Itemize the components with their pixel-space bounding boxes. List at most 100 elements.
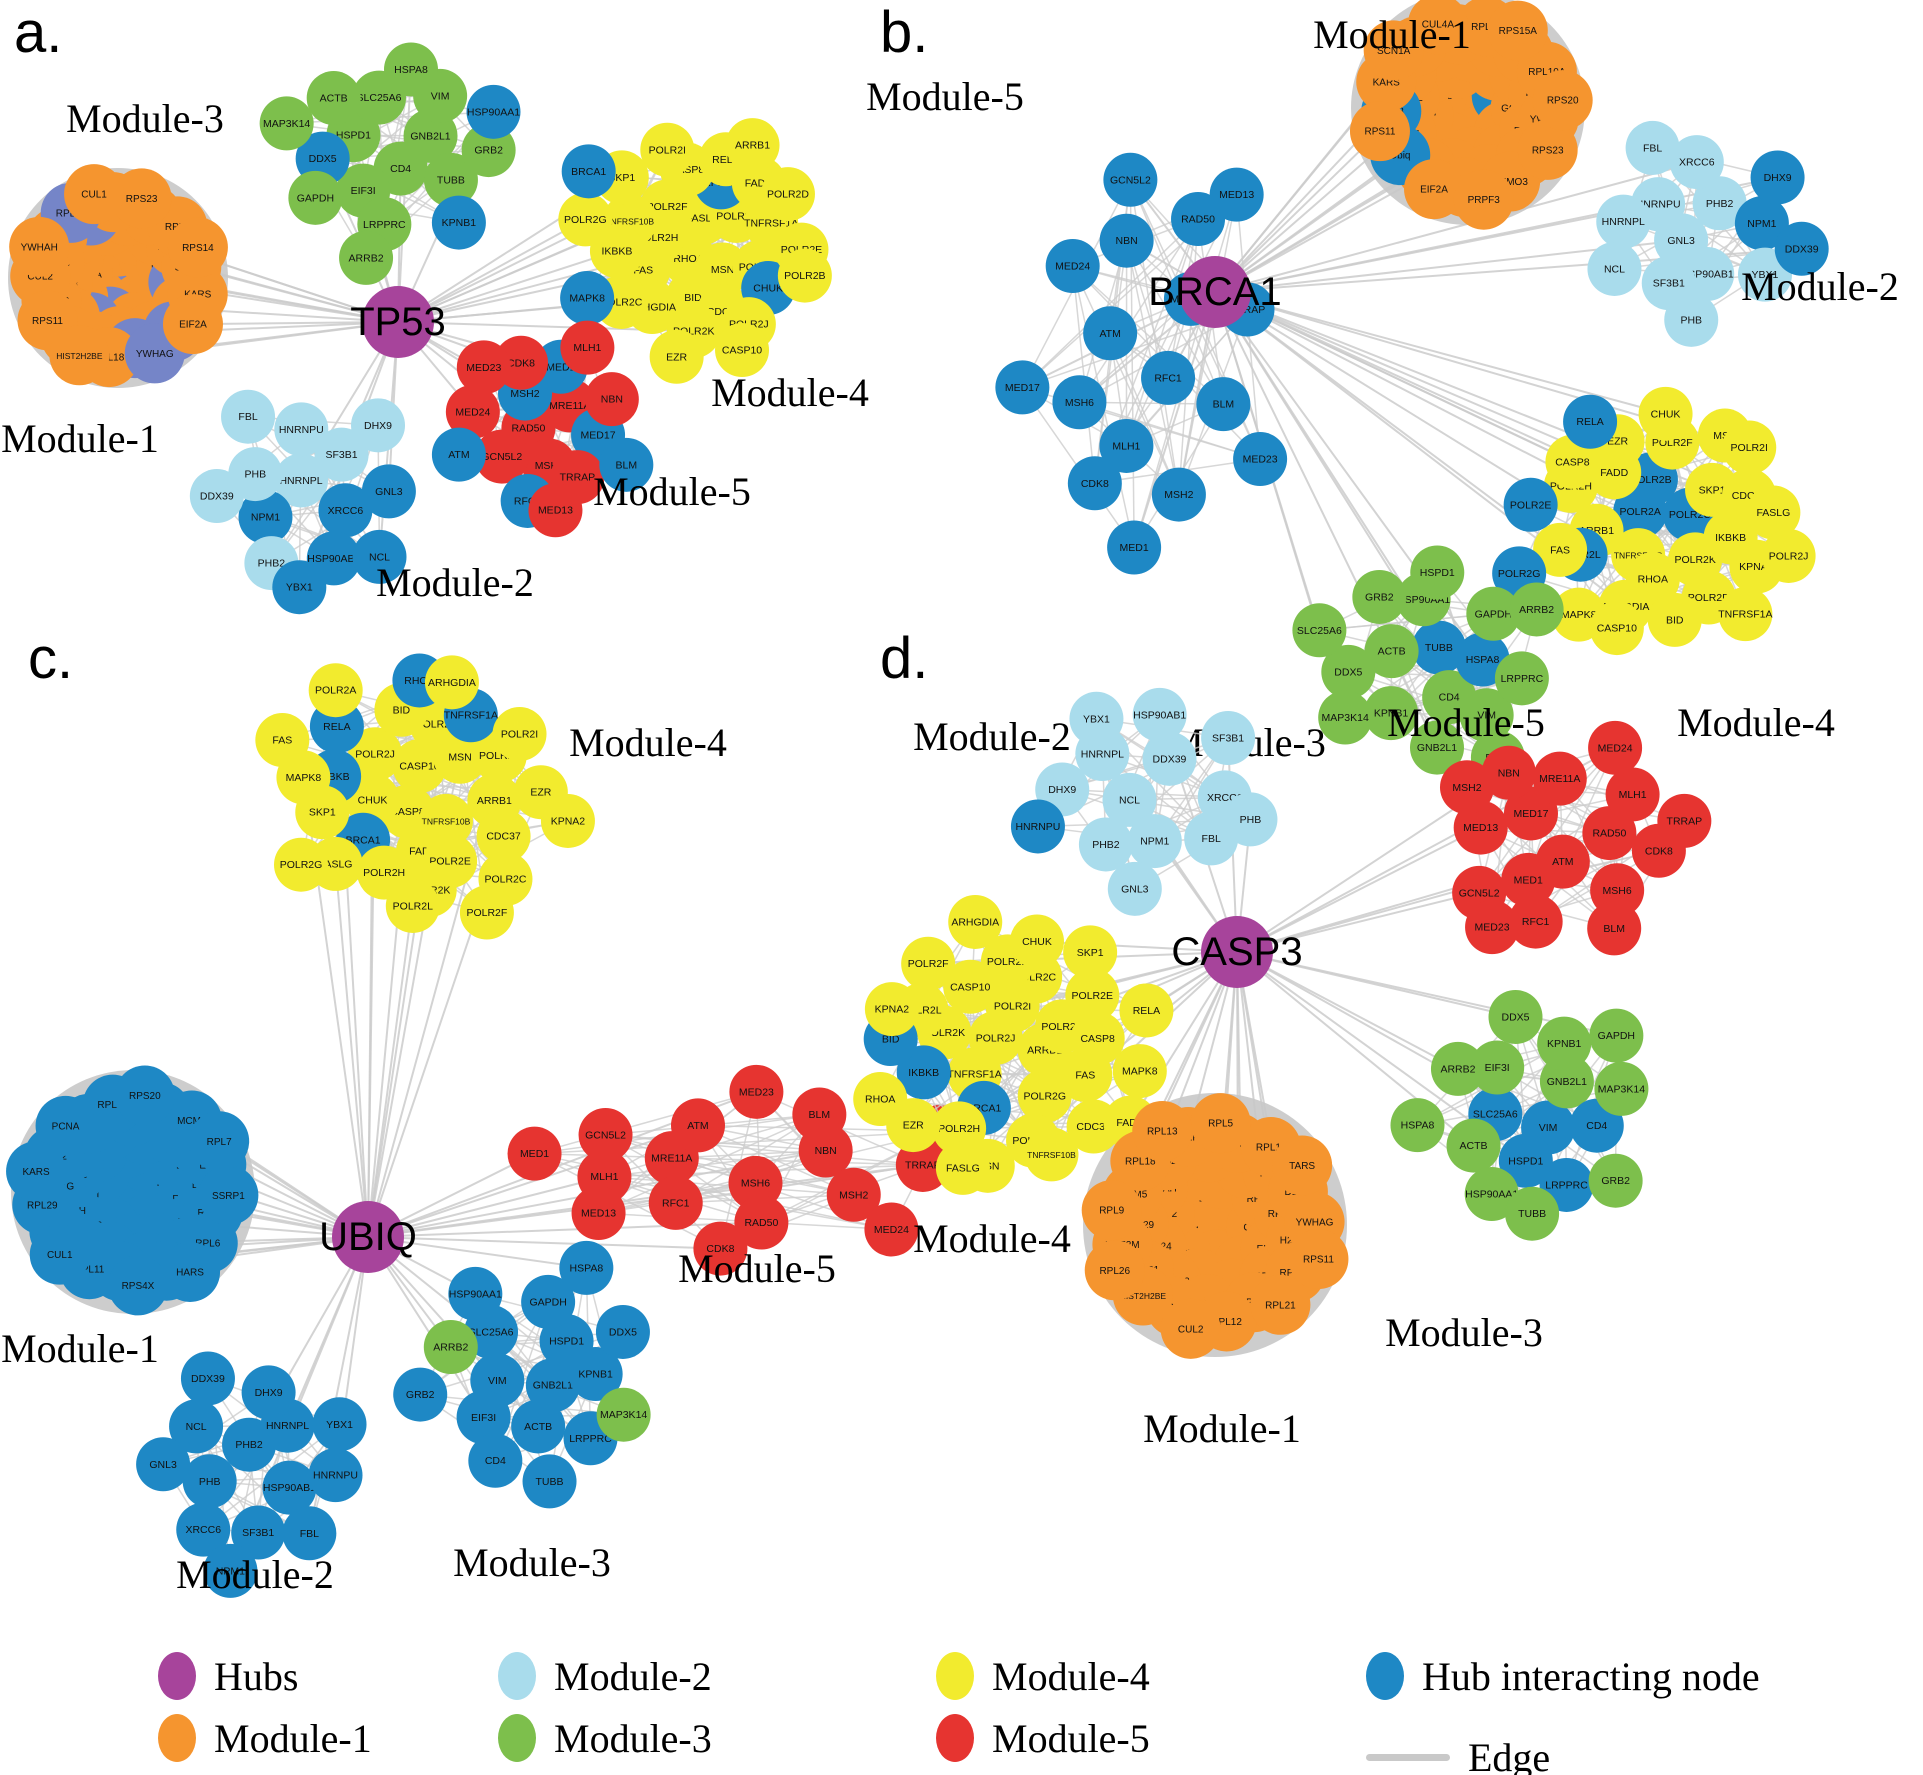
node-circle-FAS — [255, 713, 310, 768]
node-circle-GAPDH — [521, 1274, 576, 1329]
node-circle-MLH1 — [1099, 418, 1154, 473]
node-a-HIST2H2BE: HIST2H2BE — [49, 325, 110, 386]
node-circle-MED23 — [729, 1064, 784, 1119]
node-circle-CHUK — [1009, 914, 1064, 969]
node-c-KARS: KARS — [6, 1141, 67, 1202]
node-circle-SF3B1 — [231, 1505, 286, 1560]
panel-letter-c: c. — [28, 626, 73, 691]
node-circle-BLM — [792, 1087, 847, 1142]
node-circle-DDX39 — [1774, 221, 1829, 276]
node-b-HSPD1: HSPD1 — [1410, 545, 1465, 600]
node-circle-GNB2L1 — [1409, 720, 1464, 775]
node-circle-RAD50 — [734, 1195, 789, 1250]
node-circle-RPL13 — [1132, 1101, 1193, 1162]
node-circle-DDX5 — [595, 1304, 650, 1359]
node-c-POLR2I: POLR2I — [492, 707, 547, 762]
module-label-d-module-3: Module-3 — [1385, 1310, 1543, 1355]
node-circle-RPS20 — [114, 1065, 175, 1126]
node-circle-HSPA8 — [559, 1240, 614, 1295]
node-circle-DDX5 — [1321, 644, 1376, 699]
node-c-SSRP1: SSRP1 — [198, 1165, 259, 1226]
node-circle-POLR2L — [385, 878, 440, 933]
node-circle-RPL9 — [1081, 1180, 1142, 1241]
node-circle-RPL21 — [1250, 1274, 1311, 1335]
node-c-TUBB: TUBB — [522, 1454, 577, 1509]
node-a-NCL: NCL — [352, 529, 407, 584]
node-circle-NPM1 — [1734, 196, 1789, 251]
node-circle-ARRB2 — [1430, 1041, 1485, 1096]
node-a-GAPDH: GAPDH — [288, 170, 343, 225]
panel-d-nodes: NCLDDX39NPM1HNRNPLXRCC6PHB2HSP90AB1FBLDH… — [853, 687, 1712, 1359]
node-circle-GNB2L1 — [525, 1358, 580, 1413]
node-circle-HSP90AB1 — [1132, 687, 1187, 742]
node-a-ARRB2: ARRB2 — [339, 230, 394, 285]
node-circle-PHB2 — [1692, 176, 1747, 231]
node-circle-BRCA1 — [561, 144, 616, 199]
node-a-POLR2I: POLR2I — [640, 122, 695, 177]
node-circle-RPS15A — [1487, 0, 1548, 61]
node-b-EIF2A: EIF2A — [1404, 159, 1465, 220]
node-circle-ARRB2 — [1509, 582, 1564, 637]
node-d-RPL5: RPL5 — [1190, 1093, 1251, 1154]
node-circle-NCL — [169, 1399, 224, 1454]
node-circle-EIF3I — [1470, 1040, 1525, 1095]
node-circle-DDX39 — [180, 1351, 235, 1406]
node-circle-CASP10 — [392, 739, 447, 794]
node-c-ARHGDIA: ARHGDIA — [424, 655, 479, 710]
node-circle-FBL — [282, 1506, 337, 1561]
node-c-POLR2F: POLR2F — [459, 885, 514, 940]
node-c-RPS20: RPS20 — [114, 1065, 175, 1126]
hub-circle-BRCA1 — [1179, 256, 1251, 328]
node-circle-GRB2 — [1352, 569, 1407, 624]
node-circle-SCN1A — [1363, 20, 1424, 81]
node-circle-HNRNPU — [274, 402, 329, 457]
node-a-CASP10: CASP10 — [715, 323, 770, 378]
node-circle-MED17 — [995, 360, 1050, 415]
node-circle-GCN5L2 — [474, 429, 529, 484]
node-circle-YBX1 — [1069, 691, 1124, 746]
node-a-BRCA1: BRCA1 — [561, 144, 616, 199]
node-circle-MED24 — [864, 1202, 919, 1257]
node-circle-EZR — [649, 329, 704, 384]
node-c-HARS: HARS — [160, 1241, 221, 1302]
node-d-RPS11: RPS11 — [1288, 1229, 1349, 1290]
node-c-YBX1: YBX1 — [312, 1397, 367, 1452]
node-c-MAP3K14: MAP3K14 — [596, 1387, 651, 1442]
node-b-CASP10: CASP10 — [1589, 601, 1644, 656]
node-circle-PCNA — [35, 1095, 96, 1156]
node-c-ARRB2: ARRB2 — [423, 1320, 478, 1375]
node-a-FBL: FBL — [221, 389, 276, 444]
node-circle-FASLG — [935, 1140, 990, 1195]
node-circle-CDC37 — [476, 809, 531, 864]
node-circle-KPNB1 — [1537, 1016, 1592, 1071]
node-circle-MAPK8 — [560, 271, 615, 326]
node-b-NCL: NCL — [1587, 241, 1642, 296]
node-d-DDX5: DDX5 — [1488, 989, 1543, 1044]
node-b-MED17: MED17 — [995, 360, 1050, 415]
node-circle-IKBKB — [896, 1045, 951, 1100]
node-circle-KPNA2 — [540, 793, 595, 848]
node-circle-MED23 — [456, 340, 511, 395]
panel-b-nodes: RPL23RPS13RPL35ARPL12RPL6HARSRPL18H2AFXR… — [995, 0, 1829, 785]
node-circle-TNFRSF10B — [1024, 1127, 1079, 1182]
node-d-MED23: MED23 — [1465, 900, 1520, 955]
node-circle-YBX1 — [272, 560, 327, 615]
node-circle-DHX9 — [351, 398, 406, 453]
node-circle-GCN5L2 — [578, 1107, 633, 1162]
node-circle-KARS — [6, 1141, 67, 1202]
node-circle-MAP3K14 — [259, 96, 314, 151]
node-circle-POLR2J — [348, 727, 403, 782]
node-circle-CASP10 — [715, 323, 770, 378]
panel-c-nodes: CASP8CASP10TNFRSF10BCHUKMSNFADDPOLR2JARR… — [6, 653, 969, 1598]
node-circle-NPM1 — [1127, 814, 1182, 869]
node-circle-HSPA8 — [1390, 1098, 1445, 1153]
node-circle-ATM — [670, 1098, 725, 1153]
node-circle-TARS — [1272, 1135, 1333, 1196]
node-c-ATM: ATM — [670, 1098, 725, 1153]
node-circle-RPL7 — [189, 1111, 250, 1172]
node-a-HNRNPU: HNRNPU — [274, 402, 329, 457]
node-b-PHB: PHB — [1664, 292, 1719, 347]
node-circle-HSPA8 — [383, 42, 438, 97]
node-c-NPM1: NPM1 — [203, 1543, 258, 1598]
